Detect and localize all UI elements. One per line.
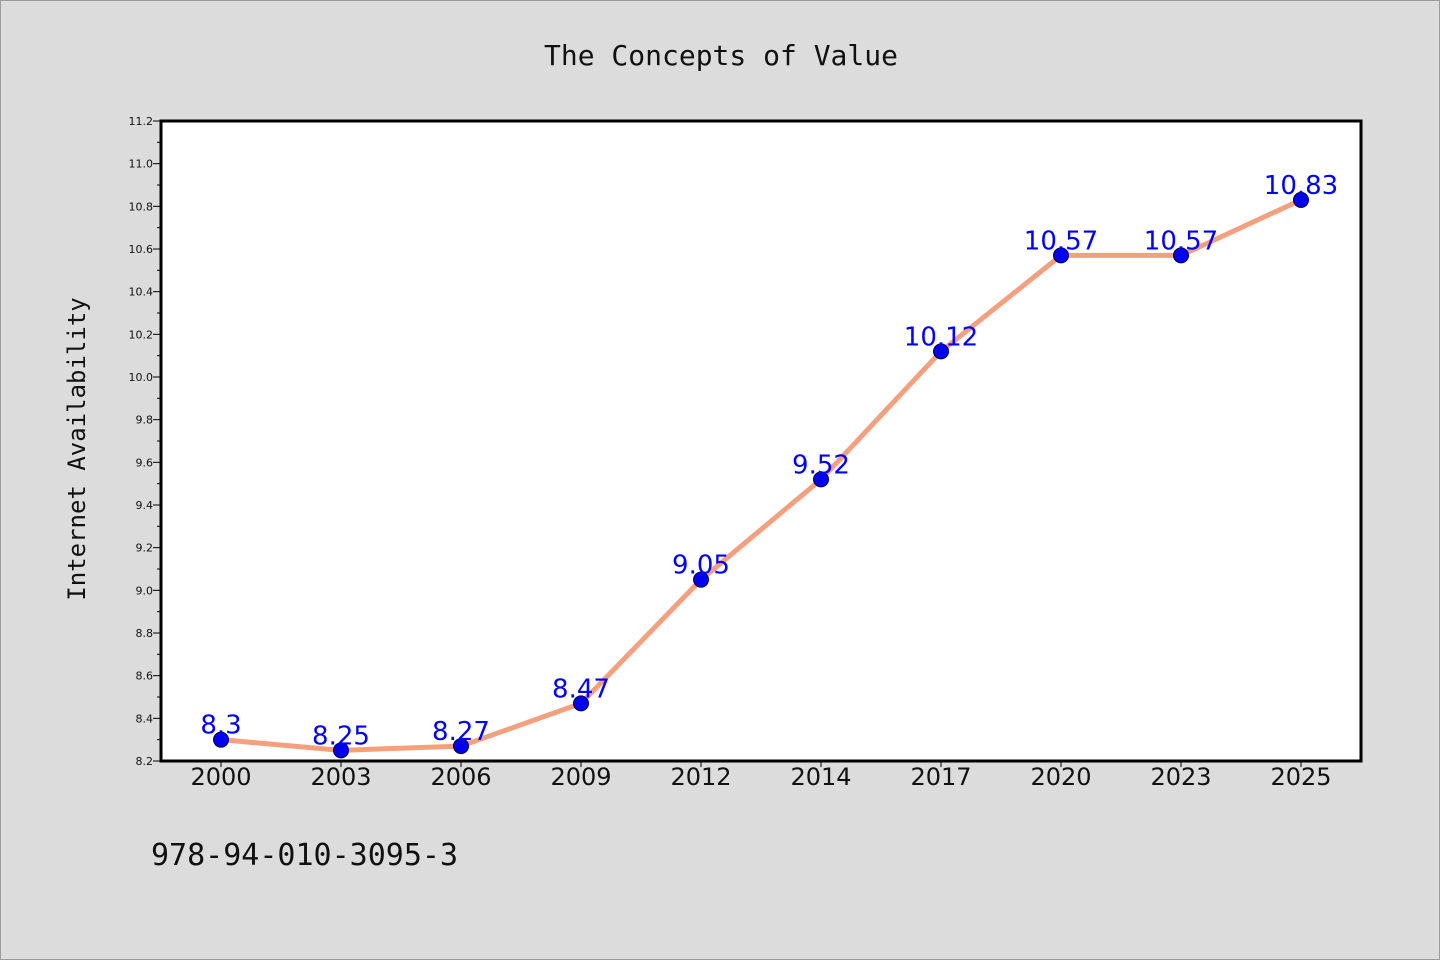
y-tick-label: 10.8 <box>129 200 154 213</box>
y-tick-label: 11.2 <box>129 115 154 128</box>
x-tick-label: 2014 <box>790 763 851 791</box>
x-tick-label: 2017 <box>910 763 971 791</box>
footnote-isbn: 978-94-010-3095-3 <box>151 838 458 873</box>
y-tick-label: 9.2 <box>136 542 154 555</box>
data-label: 10.57 <box>1024 226 1098 256</box>
x-tick-label: 2012 <box>670 763 731 791</box>
data-label-layer: 8.3 8.25 8.27 8.47 9.05 9.52 10.12 10.57 10.57 10… <box>200 171 1338 751</box>
data-point-layer <box>213 191 1309 759</box>
series-line <box>218 197 1304 753</box>
y-tick-label: 11.0 <box>129 158 154 171</box>
x-tick-label: 2003 <box>310 763 371 791</box>
data-label: 8.3 <box>200 711 241 741</box>
data-point <box>693 571 709 588</box>
x-tick-label: 2000 <box>190 763 251 791</box>
data-label: 10.57 <box>1144 226 1218 256</box>
plot-frame <box>159 119 1363 763</box>
y-tick-label: 10.2 <box>129 328 154 341</box>
data-point <box>1053 247 1069 264</box>
y-tick-label: 9.0 <box>136 584 154 597</box>
y-tick-label: 8.8 <box>136 627 154 640</box>
data-point <box>813 471 829 488</box>
data-label: 9.52 <box>792 450 850 480</box>
data-label: 9.05 <box>672 551 730 581</box>
y-tick-label: 9.6 <box>136 456 154 469</box>
data-point <box>1173 247 1189 264</box>
data-point <box>213 731 229 748</box>
data-label: 10.12 <box>904 322 978 352</box>
data-label: 8.27 <box>432 717 490 747</box>
x-axis: 2000 2003 2006 2009 2012 2014 2017 2020 2023 2025 <box>190 761 1332 791</box>
data-point <box>453 738 469 755</box>
y-axis: 8.2 8.4 8.6 8.8 9.0 9.2 9.4 9.6 9.8 10.0 10.2 10.4 1… <box>129 115 161 768</box>
x-tick-label: 2025 <box>1270 763 1331 791</box>
chart-title: The Concepts of Value <box>544 39 898 72</box>
y-tick-label: 8.2 <box>136 755 154 768</box>
y-tick-label: 10.0 <box>129 371 154 384</box>
y-tick-label: 9.8 <box>136 414 154 427</box>
data-point <box>333 742 349 759</box>
y-tick-label: 8.4 <box>136 712 154 725</box>
data-point <box>1293 191 1309 208</box>
y-tick-label: 10.4 <box>129 286 154 299</box>
x-tick-label: 2020 <box>1030 763 1091 791</box>
x-tick-label: 2009 <box>550 763 611 791</box>
plot-area <box>161 121 1361 761</box>
x-tick-label: 2023 <box>1150 763 1211 791</box>
y-tick-label: 8.6 <box>136 670 154 683</box>
series-line-layer <box>218 197 1304 753</box>
data-point <box>573 695 589 712</box>
data-point <box>933 343 949 360</box>
data-label: 10.83 <box>1264 171 1338 201</box>
data-label: 8.47 <box>552 674 610 704</box>
y-tick-label: 9.4 <box>136 499 154 512</box>
x-tick-label: 2006 <box>430 763 491 791</box>
y-axis-label: Internet Availability <box>63 297 91 600</box>
data-label: 8.25 <box>312 721 370 751</box>
y-tick-label: 10.6 <box>129 243 154 256</box>
